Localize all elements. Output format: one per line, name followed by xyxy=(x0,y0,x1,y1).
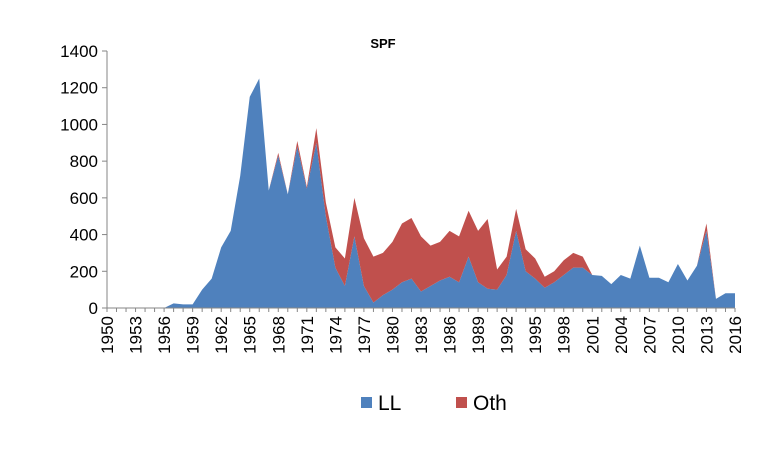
x-tick-label: 1983 xyxy=(412,316,431,354)
x-tick-label: 2013 xyxy=(697,316,716,354)
y-tick-label: 1200 xyxy=(60,79,98,98)
y-tick-label: 400 xyxy=(70,226,98,245)
x-axis-ticks: 1950 1953 1956 1959 1962 1965 1968 1971 1974 1977… xyxy=(98,308,745,354)
x-tick-label: 1956 xyxy=(155,316,174,354)
legend: LL Oth xyxy=(361,392,507,415)
x-tick-label: 1971 xyxy=(298,316,317,354)
y-tick-label: 1000 xyxy=(60,115,98,134)
x-tick-label: 1974 xyxy=(326,316,345,354)
x-tick-label: 1965 xyxy=(241,316,260,354)
x-tick-label: 1962 xyxy=(212,316,231,354)
x-tick-label: 1986 xyxy=(441,316,460,354)
y-tick-label: 200 xyxy=(70,262,98,281)
x-tick-label: 1959 xyxy=(184,316,203,354)
y-tick-label: 800 xyxy=(70,152,98,171)
x-tick-label: 2016 xyxy=(726,316,745,354)
x-tick-label: 2001 xyxy=(583,316,602,354)
x-tick-label: 1968 xyxy=(269,316,288,354)
y-axis-ticks: 0 200 400 600 800 1000 1200 1400 xyxy=(60,42,107,318)
legend-label-oth: Oth xyxy=(473,392,507,415)
x-tick-label: 2010 xyxy=(669,316,688,354)
x-tick-label: 1950 xyxy=(98,316,117,354)
x-tick-label: 2004 xyxy=(612,316,631,354)
legend-label-ll: LL xyxy=(378,392,401,415)
x-tick-label: 1998 xyxy=(555,316,574,354)
area-series-ll xyxy=(107,78,735,308)
legend-swatch-ll xyxy=(361,397,372,408)
legend-swatch-oth xyxy=(456,397,467,408)
x-tick-label: 1992 xyxy=(498,316,517,354)
plot-area xyxy=(107,78,735,308)
y-tick-label: 600 xyxy=(70,189,98,208)
x-tick-label: 1989 xyxy=(469,316,488,354)
chart-title: SPF xyxy=(370,36,395,51)
x-tick-label: 1977 xyxy=(355,316,374,354)
x-tick-label: 1995 xyxy=(526,316,545,354)
y-tick-label: 0 xyxy=(89,299,98,318)
x-tick-label: 1980 xyxy=(383,316,402,354)
area-series-oth xyxy=(107,78,735,308)
x-tick-label: 1953 xyxy=(127,316,146,354)
y-tick-label: 1400 xyxy=(60,42,98,61)
x-tick-label: 2007 xyxy=(640,316,659,354)
